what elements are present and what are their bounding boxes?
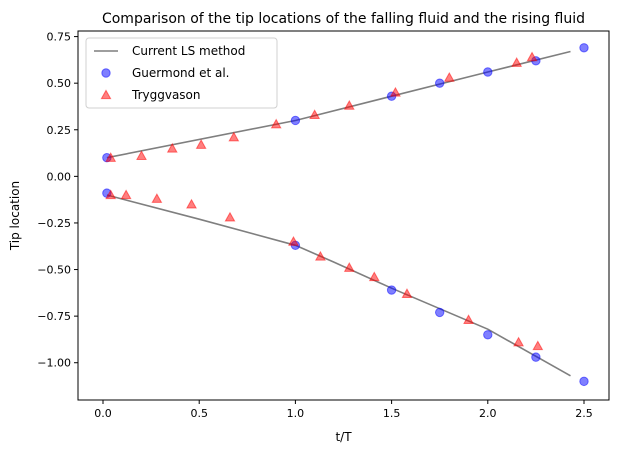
legend-entry-label: Guermond et al.	[132, 66, 229, 80]
tryggvason-point	[288, 235, 299, 246]
guermond-point	[290, 115, 301, 126]
chart-title: Comparison of the tip locations of the f…	[102, 11, 585, 27]
axes-frame	[77, 30, 610, 401]
axes: 0.0 0.5 1.0 1.5 2.0 2.5 0.75 0.50 0.25 0.00 −0.25 −…	[37, 30, 610, 420]
guermond-point	[483, 330, 493, 340]
guermond-point	[434, 78, 445, 88]
legend-triangle-marker	[100, 89, 112, 100]
tryggvason-point	[151, 193, 163, 203]
tryggvason-point	[463, 314, 475, 325]
tryggvason-point	[343, 262, 355, 272]
y-tick-label: −0.25	[37, 217, 71, 230]
y-axis-label: Tip location	[8, 181, 22, 251]
legend: Current LS method Guermond et al. Tryggvas…	[85, 37, 278, 109]
tryggvason-point	[228, 131, 240, 142]
tryggvason-point	[389, 86, 401, 97]
tryggvason-point	[343, 99, 355, 110]
x-tick-label: 0.5	[190, 407, 208, 420]
tryggvason-point	[224, 211, 236, 222]
tryggvason-point	[120, 189, 132, 200]
tryggvason-point	[511, 57, 523, 67]
tryggvason-point	[532, 340, 544, 351]
x-tick-label: 0.0	[94, 407, 112, 420]
legend-entry-label: Current LS method	[132, 44, 245, 58]
guermond-point	[386, 285, 397, 295]
y-tick-label: 0.75	[47, 31, 72, 44]
tryggvason-point	[513, 336, 525, 347]
guermond-point	[579, 376, 589, 387]
tryggvason-point	[314, 250, 326, 261]
tryggvason-point	[166, 142, 178, 153]
tryggvason-point	[186, 198, 197, 209]
x-axis-label: t/T	[335, 430, 352, 444]
legend-entry-label: Tryggvason	[131, 88, 201, 102]
guermond-point	[483, 67, 493, 77]
y-tick-label: 0.50	[47, 77, 72, 90]
tryggvason-point	[136, 150, 147, 161]
tryggvason-point	[368, 271, 380, 282]
tryggvason-point	[309, 109, 321, 120]
x-tick-label: 1.5	[383, 407, 401, 420]
guermond-point	[531, 352, 541, 362]
legend-circle-marker	[101, 68, 111, 78]
guermond-point	[434, 307, 445, 318]
x-tick-label: 1.0	[287, 407, 305, 420]
x-tick-label: 2.0	[479, 407, 497, 420]
x-tick-label: 2.5	[575, 407, 593, 420]
tryggvason-point	[270, 118, 282, 129]
y-tick-label: −0.75	[37, 310, 71, 323]
tryggvason-point	[105, 189, 117, 200]
plot-area	[102, 43, 589, 387]
tryggvason-point	[105, 152, 117, 162]
legend-box	[85, 37, 278, 109]
tryggvason-point	[526, 51, 538, 62]
series-line-ls-segment-1	[106, 194, 571, 377]
tryggvason-point	[195, 139, 207, 149]
y-tick-label: −0.50	[37, 264, 71, 277]
guermond-point	[579, 43, 589, 53]
y-tick-label: 0.25	[47, 124, 72, 137]
y-tick-label: 0.00	[47, 170, 72, 183]
y-tick-label: −1.00	[37, 357, 71, 370]
tryggvason-point	[443, 71, 455, 82]
tryggvason-point	[401, 288, 413, 298]
